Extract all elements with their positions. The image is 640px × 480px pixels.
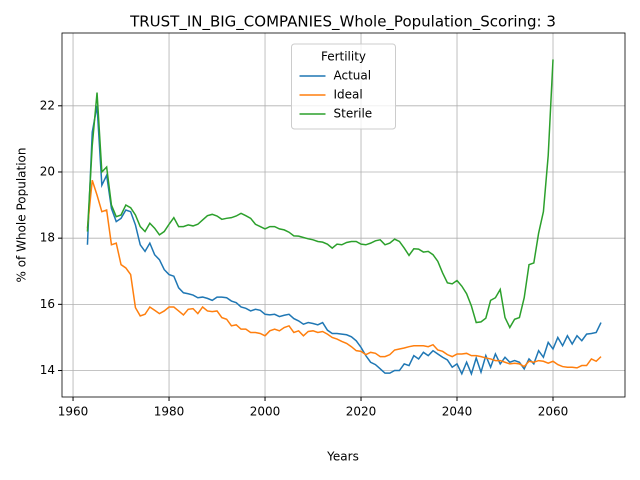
x-tick-label: 1980 (154, 405, 185, 419)
x-tick-label: 1960 (58, 405, 89, 419)
legend-label: Ideal (334, 88, 363, 102)
legend-title: Fertility (321, 50, 366, 64)
x-tick-label: 2000 (250, 405, 281, 419)
y-tick-label: 22 (40, 98, 55, 112)
legend-box (291, 43, 396, 130)
x-axis-label: Years (326, 450, 359, 464)
data-line (86, 59, 554, 330)
y-tick-label: 14 (40, 363, 55, 377)
x-tick-label: 2040 (442, 405, 473, 419)
data-line (86, 105, 602, 377)
legend-label: Actual (334, 69, 372, 83)
x-tick-label: 2020 (346, 405, 377, 419)
y-tick-label: 18 (40, 231, 55, 245)
chart-title: TRUST_IN_BIG_COMPANIES_Whole_Population_… (129, 13, 556, 32)
data-line (86, 180, 602, 369)
y-tick-label: 16 (40, 297, 55, 311)
y-tick-label: 20 (40, 164, 55, 178)
x-tick-label: 2060 (538, 405, 569, 419)
y-axis-label: % of Whole Population (15, 148, 29, 283)
plot-frame (61, 32, 626, 398)
legend-label: Sterile (334, 107, 373, 121)
